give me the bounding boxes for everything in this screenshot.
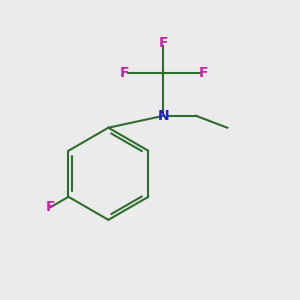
Text: F: F (159, 36, 168, 50)
Text: F: F (120, 66, 130, 80)
Text: F: F (199, 66, 208, 80)
Text: N: N (158, 109, 169, 123)
Text: F: F (46, 200, 55, 214)
